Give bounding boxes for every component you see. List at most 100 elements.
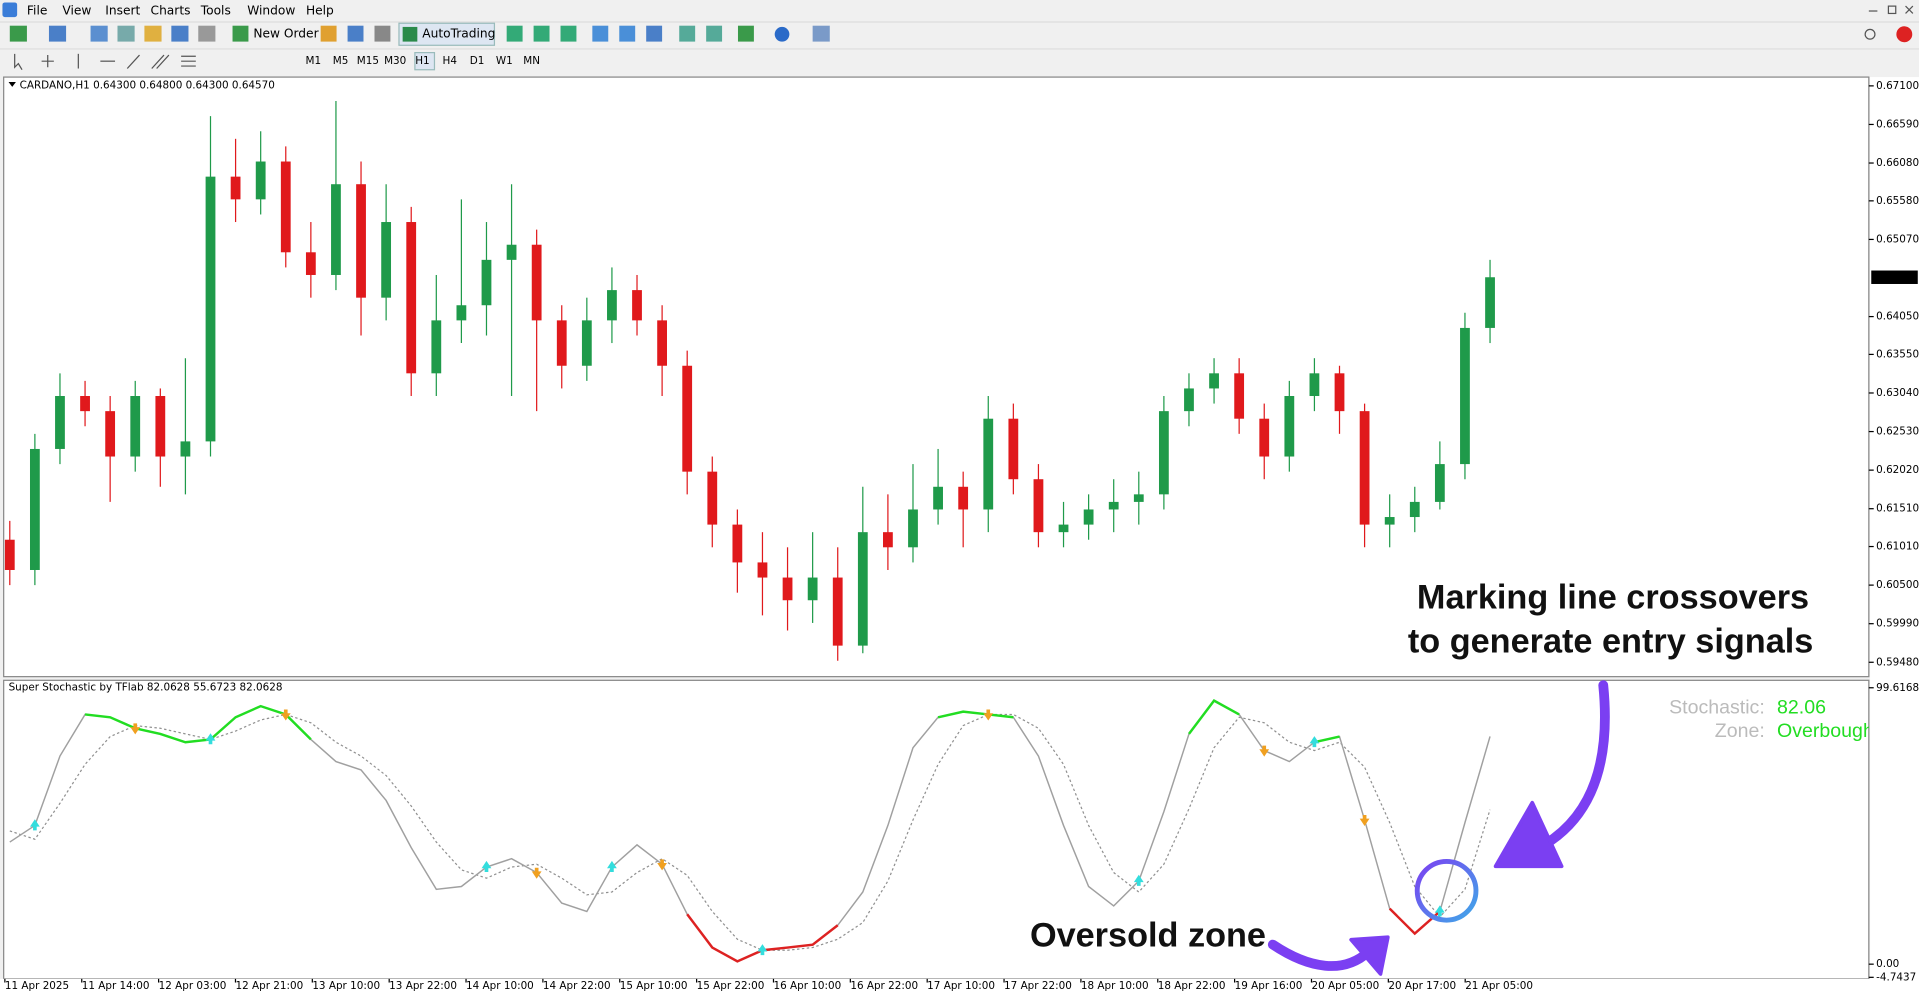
candle-body [531, 244, 542, 321]
tool-button[interactable] [560, 25, 577, 42]
tool-button[interactable] [198, 25, 216, 42]
tool-button[interactable] [774, 26, 790, 42]
crosshair-tool[interactable] [41, 55, 54, 68]
candle-body [607, 290, 617, 321]
candle-body [732, 524, 743, 563]
candle-body [983, 418, 994, 510]
y-tick-label: 0.63550 [1876, 348, 1919, 360]
candle-body [682, 365, 693, 472]
tool-button[interactable] [90, 25, 108, 42]
sell-signal [983, 709, 994, 721]
menu-item[interactable]: Charts [151, 4, 191, 18]
price-panel [3, 76, 1870, 678]
candle-body [1434, 464, 1445, 502]
timeframe-button[interactable]: M30 [384, 55, 406, 67]
x-tick-label: 13 Apr 10:00 [312, 980, 380, 992]
candle-body [406, 222, 417, 374]
candle-body [1409, 501, 1420, 518]
candle-body [230, 176, 241, 200]
timeframe-button[interactable]: M15 [357, 55, 379, 67]
candle-body [4, 539, 15, 570]
candle-body [1184, 388, 1194, 412]
tool-button[interactable] [48, 25, 67, 42]
timeframe-button[interactable]: M5 [333, 55, 349, 67]
x-tick-label: 17 Apr 22:00 [1004, 980, 1072, 992]
timeframe-button[interactable]: M1 [306, 55, 322, 67]
candle-body [1259, 418, 1270, 457]
overbought-segment [1314, 735, 1340, 744]
timeframe-button[interactable]: H1 [415, 55, 429, 67]
timeframe-button[interactable]: W1 [496, 55, 513, 67]
menu-item[interactable]: Insert [105, 4, 140, 18]
menu-item[interactable]: Tools [200, 4, 231, 18]
tool-button[interactable] [812, 25, 830, 42]
x-tick-label: 15 Apr 22:00 [697, 980, 765, 992]
tool-button[interactable] [506, 25, 523, 42]
candle-body [356, 184, 366, 298]
tool-button[interactable] [144, 25, 162, 42]
candle-body [1284, 396, 1295, 457]
axes: 0.67100 0.66590 0.66080 0.65580 0.65070 0.640… [4, 80, 1919, 992]
time-scale [0, 978, 1919, 996]
tool-button[interactable] [533, 25, 550, 42]
collapse-icon [8, 81, 16, 87]
arrowhead [1493, 800, 1564, 869]
tool-button[interactable] [232, 25, 249, 42]
x-tick-label: 20 Apr 17:00 [1388, 980, 1456, 992]
tool-button[interactable] [320, 25, 337, 42]
candle-body [205, 176, 216, 442]
tool-button[interactable] [374, 25, 391, 42]
tool-button[interactable] [619, 25, 636, 42]
candle-body [1108, 501, 1119, 510]
channel-tool[interactable] [151, 54, 170, 69]
x-tick-label: 15 Apr 10:00 [620, 980, 688, 992]
candle-body [707, 471, 718, 525]
new-order-button[interactable]: New Order [253, 27, 319, 41]
timeframe-button[interactable]: MN [523, 55, 540, 67]
indicator-info: Stochastic: 82.06 Zone: Overbought [1669, 697, 1869, 742]
x-tick-label: 16 Apr 10:00 [773, 980, 841, 992]
buy-signal [205, 733, 216, 745]
tool-button[interactable] [706, 25, 723, 42]
trendline-tool[interactable] [126, 54, 140, 69]
annotation: to generate entry signals [1408, 623, 1813, 661]
candle-body [657, 320, 667, 366]
autotrading-button[interactable]: AutoTrading [422, 27, 495, 41]
menu-item[interactable]: View [62, 4, 91, 18]
y-tick-label: 0.66080 [1876, 157, 1919, 169]
tool-button[interactable] [679, 25, 696, 42]
price-plot [4, 101, 1495, 661]
tool-button[interactable] [117, 25, 135, 42]
x-tick-label: 20 Apr 05:00 [1311, 980, 1379, 992]
menu-item[interactable]: File [27, 4, 47, 18]
candle-body [1083, 509, 1094, 525]
y-tick-label: 0.59990 [1876, 618, 1919, 630]
tool-button[interactable] [737, 25, 754, 42]
x-tick-label: 18 Apr 22:00 [1158, 980, 1226, 992]
tool-button[interactable] [646, 25, 663, 42]
x-tick-label: 17 Apr 10:00 [927, 980, 995, 992]
cursor-tool[interactable] [14, 53, 23, 71]
fibo-tool[interactable] [181, 55, 196, 67]
timeframe-button[interactable]: D1 [470, 55, 485, 67]
tool-button[interactable] [592, 25, 609, 42]
info-label: Zone: [1715, 720, 1765, 742]
timeframe-bar: M1 M5 M15 M30 H1 H4 D1 W1 MN [306, 55, 541, 67]
candle-body [381, 222, 392, 298]
y-tick-label: 0.00 [1876, 958, 1899, 970]
menu-item[interactable]: Help [306, 4, 334, 18]
sell-signal [1259, 745, 1270, 757]
candle-body [581, 320, 592, 366]
annotation-arrows [1267, 680, 1610, 976]
autotrading-frame[interactable] [398, 22, 496, 46]
chrome [0, 0, 1919, 76]
candle-body [1485, 277, 1495, 328]
menu-item[interactable]: Window [247, 4, 295, 18]
tool-button[interactable] [9, 25, 27, 42]
timeframe-button[interactable]: H4 [443, 55, 458, 67]
price-scale [1870, 77, 1919, 979]
tool-button[interactable] [347, 25, 364, 42]
tool-button[interactable] [171, 25, 189, 42]
oversold-segment [1388, 907, 1441, 936]
